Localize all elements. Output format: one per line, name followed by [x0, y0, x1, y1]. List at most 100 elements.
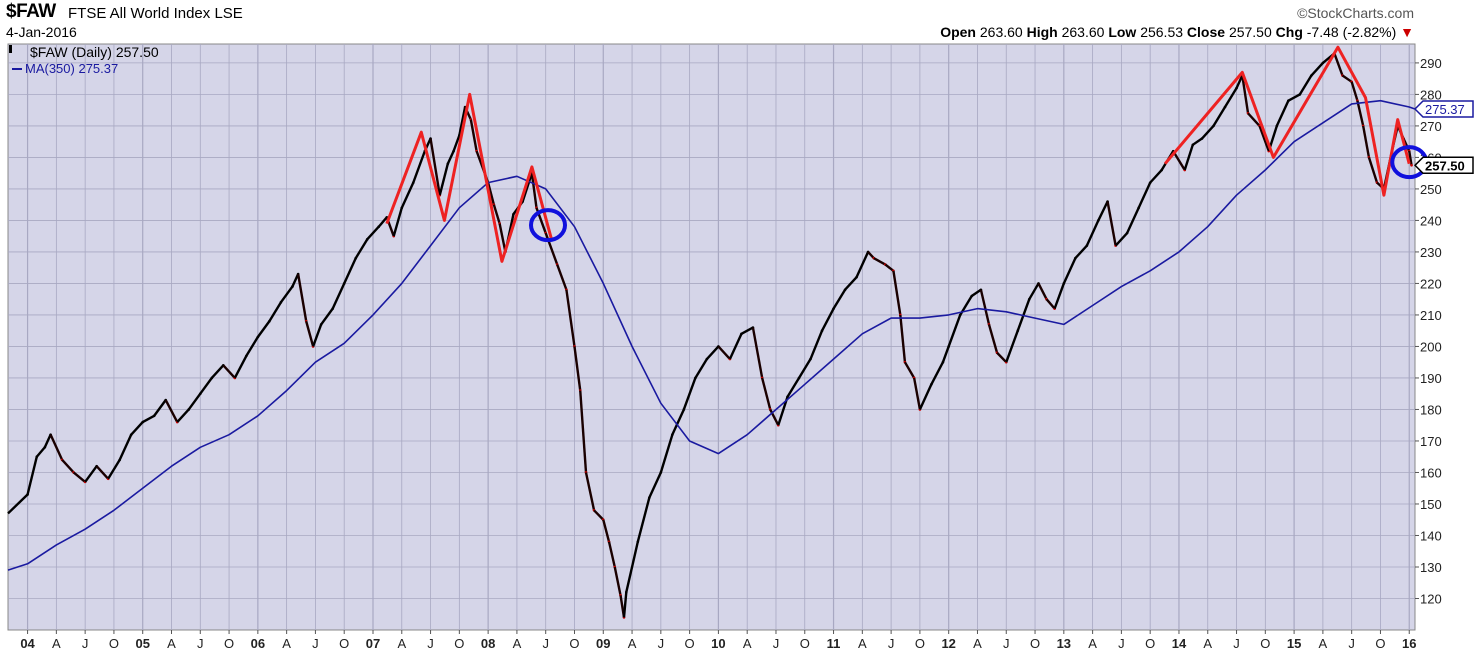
price-segment [941, 346, 950, 363]
price-segment [671, 408, 685, 436]
legend: $FAW (Daily) 257.50 MA(350) 275.37 [9, 44, 159, 76]
x-tick-label: 13 [1057, 636, 1071, 651]
x-tick-label: A [52, 636, 61, 651]
price-segment [892, 270, 902, 316]
plot-area [7, 43, 1416, 631]
price-segment [1341, 74, 1353, 83]
price-segment [61, 459, 75, 474]
price-segment [903, 361, 916, 379]
price-segment [636, 497, 651, 543]
price-segment [593, 509, 605, 521]
price-segment [602, 519, 611, 543]
series-layer [7, 45, 1416, 619]
x-tick-label: J [312, 636, 319, 651]
price-segment [820, 308, 835, 332]
price-segment [1097, 201, 1109, 221]
x-tick-label: 10 [711, 636, 725, 651]
price-segment [199, 377, 213, 395]
price-segment [1223, 87, 1238, 108]
legend-ma: MA(350) 275.37 [25, 61, 118, 76]
price-segment [979, 289, 991, 325]
down-arrow-icon: ▼ [1400, 24, 1414, 40]
price-segment [1005, 330, 1019, 363]
price-segment [35, 446, 46, 458]
price-segment [694, 358, 708, 379]
price-segment [210, 364, 225, 379]
price-segment [648, 471, 662, 499]
price-segment [1037, 282, 1048, 300]
y-tick-label: 120 [1420, 591, 1442, 606]
value-tag-label: 275.37 [1425, 102, 1465, 117]
price-segment [469, 119, 478, 152]
price-segment [1106, 201, 1117, 246]
y-tick-label: 250 [1420, 182, 1442, 197]
close-value: 257.50 [1228, 24, 1272, 40]
price-segment [26, 456, 38, 495]
x-tick-label: A [513, 636, 522, 651]
price-segment [1287, 93, 1301, 102]
x-tick-label: O [454, 636, 464, 651]
price-segment [682, 377, 697, 410]
price-segment [947, 314, 962, 347]
price-segment [1201, 125, 1215, 140]
price-segment [1212, 106, 1227, 127]
price-segment [446, 150, 455, 165]
x-tick-label: O [339, 636, 349, 651]
price-segment [622, 592, 628, 618]
y-tick-label: 240 [1420, 213, 1442, 228]
price-segment [392, 207, 403, 237]
price-segment [279, 285, 294, 304]
index-name-text: FTSE All World Index [68, 5, 211, 22]
grid [8, 44, 1415, 630]
price-segment [1275, 100, 1290, 127]
price-segment [320, 307, 334, 326]
price-segment [1408, 150, 1413, 166]
price-segment [1172, 150, 1186, 171]
x-tick-label: 08 [481, 636, 495, 651]
value-tags: 275.37 257.50 [1413, 100, 1474, 175]
price-segment [867, 251, 875, 260]
x-tick-label: O [1030, 636, 1040, 651]
price-segment [751, 327, 764, 379]
chg-label: Chg [1275, 24, 1303, 40]
price-segment [1241, 75, 1250, 114]
price-segment [584, 472, 596, 511]
x-tick-label: A [1203, 636, 1212, 651]
x-tick-label: J [773, 636, 780, 651]
ma-line [7, 99, 1416, 571]
price-segment [565, 289, 576, 347]
legend-price: $FAW (Daily) 257.50 [30, 44, 159, 60]
x-tick-label: O [1145, 636, 1155, 651]
x-tick-label: 07 [366, 636, 380, 651]
price-segment [296, 273, 308, 322]
price-segment [832, 289, 847, 310]
price-segment [176, 408, 190, 423]
price-segment [556, 264, 568, 291]
price-segment [343, 257, 357, 284]
price-segment [1298, 74, 1313, 96]
price-segment [486, 182, 496, 205]
x-tick-label: 15 [1287, 636, 1301, 651]
y-tick-label: 290 [1420, 56, 1442, 71]
annotation-trendline [1163, 45, 1411, 197]
price-segment [717, 345, 731, 360]
x-tick-label: 05 [135, 636, 149, 651]
price-segment [1074, 244, 1088, 260]
high-label: High [1026, 24, 1058, 40]
price-segment [769, 408, 780, 426]
price-segment [429, 138, 441, 196]
y-tick-label: 130 [1420, 560, 1442, 575]
price-segment [84, 465, 98, 483]
price-segment [291, 273, 300, 288]
x-tick-label: J [542, 636, 549, 651]
x-tick-label: O [569, 636, 579, 651]
price-segment [1258, 125, 1270, 152]
x-tick-label: O [915, 636, 925, 651]
y-tick-label: 150 [1420, 497, 1442, 512]
high-value: 263.60 [1061, 24, 1105, 40]
price-segment [142, 414, 155, 424]
ohlc-bar: Open 263.60 High 263.60 Low 256.53 Close… [940, 24, 1414, 40]
x-tick-label: A [397, 636, 406, 651]
x-tick-label: J [1348, 636, 1355, 651]
price-segment [233, 355, 248, 379]
